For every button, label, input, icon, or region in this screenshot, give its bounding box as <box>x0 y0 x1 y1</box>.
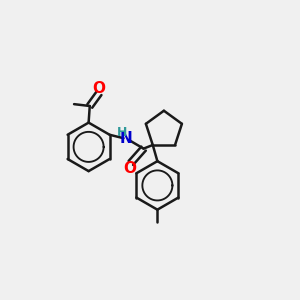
Text: O: O <box>92 81 106 96</box>
Text: H: H <box>117 126 127 139</box>
Text: N: N <box>120 131 133 146</box>
Text: O: O <box>123 160 136 175</box>
